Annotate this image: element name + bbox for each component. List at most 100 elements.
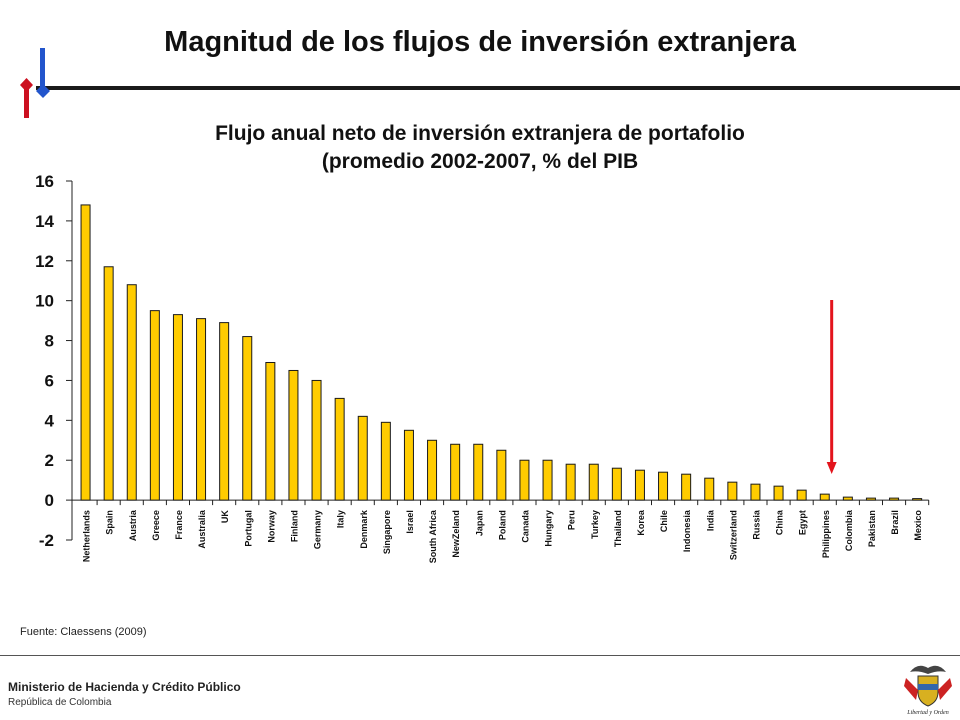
- x-category-label: Poland: [497, 510, 507, 540]
- x-category-label: Japan: [474, 510, 484, 536]
- bar-hungary: [542, 459, 553, 501]
- x-category-label: Norway: [266, 510, 276, 543]
- bar-singapore: [380, 421, 391, 501]
- x-category-label: Korea: [636, 509, 646, 536]
- x-category-label: Peru: [567, 510, 577, 530]
- x-category-label: China: [775, 509, 785, 535]
- coat-of-arms-icon: Libertad y Orden: [904, 665, 952, 716]
- x-category-label: Spain: [105, 510, 115, 535]
- bar-turkey: [588, 463, 599, 501]
- x-category-label: Hungary: [544, 510, 554, 547]
- bar-norway: [265, 361, 276, 501]
- bar-canada: [519, 459, 530, 501]
- bar-greece: [149, 310, 160, 501]
- x-category-label: Chile: [659, 510, 669, 532]
- chart-title-line1: Flujo anual neto de inversión extranjera…: [215, 122, 745, 145]
- x-category-label: Egypt: [798, 510, 808, 535]
- republic-name: República de Colombia: [8, 697, 112, 708]
- x-category-label: Philippines: [821, 510, 831, 558]
- crest-flag-left: [904, 678, 918, 700]
- x-category-label: Singapore: [382, 510, 392, 554]
- bar-russia: [750, 483, 761, 501]
- bar-korea: [634, 469, 645, 501]
- x-category-label: Pakistan: [867, 510, 877, 547]
- source-note: Fuente: Claessens (2009): [20, 626, 147, 638]
- y-tick-label: 0: [45, 491, 54, 510]
- y-tick-label: 12: [35, 252, 54, 271]
- x-category-label: Germany: [313, 510, 323, 549]
- footer-divider: [0, 655, 960, 656]
- bar-spain: [103, 266, 114, 501]
- y-tick-label: 2: [45, 451, 54, 470]
- bar-brazil: [889, 497, 900, 501]
- bar-colombia: [842, 496, 853, 501]
- bar-newzeland: [450, 443, 461, 501]
- crest-condor: [910, 665, 946, 674]
- slide-title: Magnitud de los flujos de inversión extr…: [164, 26, 796, 58]
- crest-motto: Libertad y Orden: [906, 710, 948, 716]
- bar-germany: [311, 379, 322, 501]
- x-category-label: Brazil: [890, 510, 900, 535]
- x-category-label: Netherlands: [82, 510, 92, 562]
- x-category-label: South Africa: [428, 509, 438, 563]
- chart-title-line2: (promedio 2002-2007, % del PIB: [321, 150, 639, 173]
- x-category-label: Canada: [520, 509, 530, 543]
- y-tick-label: 14: [35, 212, 54, 231]
- y-tick-label: 8: [45, 332, 54, 351]
- bar-japan: [473, 443, 484, 501]
- x-category-label: UK: [220, 510, 230, 523]
- y-tick-label: 10: [35, 292, 54, 311]
- crest-shield: [917, 675, 939, 707]
- bar-philippines: [819, 493, 830, 501]
- bar-denmark: [357, 415, 368, 501]
- bar-india: [704, 477, 715, 501]
- ministry-logo-icon: [20, 48, 50, 118]
- x-category-label: Italy: [336, 510, 346, 528]
- logo-red-bar: [24, 88, 29, 118]
- logo-red-diamond: [20, 78, 33, 92]
- bar-switzerland: [727, 481, 738, 501]
- x-category-label: Mexico: [913, 510, 923, 541]
- x-category-label: Switzerland: [728, 510, 738, 560]
- x-category-label: Finland: [289, 510, 299, 542]
- x-category-label: Turkey: [590, 510, 600, 539]
- x-category-label: India: [705, 509, 715, 531]
- x-category-label: Israel: [405, 510, 415, 534]
- y-tick-label: 16: [35, 172, 54, 191]
- x-category-label: NewZeland: [451, 510, 461, 558]
- bar-uk: [219, 322, 230, 501]
- bar-chile: [658, 471, 669, 501]
- crest-flag-right: [938, 678, 952, 700]
- bar-mexico: [912, 498, 923, 501]
- title-divider: [36, 86, 960, 90]
- x-category-label: Colombia: [844, 509, 854, 551]
- bar-thailand: [611, 467, 622, 501]
- bar-france: [172, 314, 183, 501]
- x-category-label: Russia: [751, 509, 761, 540]
- ministry-name: Ministerio de Hacienda y Crédito Público: [8, 680, 241, 694]
- bar-chart: 16 14 12 10 8 6 4 2 0 -2 Netherlands Spain Austria Gr…: [35, 172, 930, 563]
- x-category-label: Denmark: [359, 509, 369, 549]
- bar-poland: [496, 449, 507, 501]
- x-category-label: Greece: [151, 510, 161, 541]
- y-tick-label: 4: [45, 411, 55, 430]
- bar-china: [773, 485, 784, 501]
- logo-blue-bar: [40, 48, 45, 92]
- x-category-label: Austria: [128, 509, 138, 541]
- logo-blue-diamond: [36, 84, 50, 98]
- bar-finland: [288, 369, 299, 501]
- bar-netherlands: [80, 204, 91, 501]
- highlight-arrow-head: [826, 462, 837, 474]
- bar-portugal: [242, 336, 253, 501]
- x-category-label: Portugal: [243, 510, 253, 547]
- crest-band: [918, 684, 938, 690]
- y-tick-label: 6: [45, 371, 54, 390]
- bar-peru: [565, 463, 576, 501]
- bar-south-africa: [427, 439, 438, 501]
- bar-pakistan: [865, 497, 876, 501]
- bar-egypt: [796, 489, 807, 501]
- bar-austria: [126, 284, 137, 501]
- x-category-label: France: [174, 510, 184, 540]
- bar-israel: [403, 429, 414, 501]
- x-category-label: Indonesia: [682, 509, 692, 552]
